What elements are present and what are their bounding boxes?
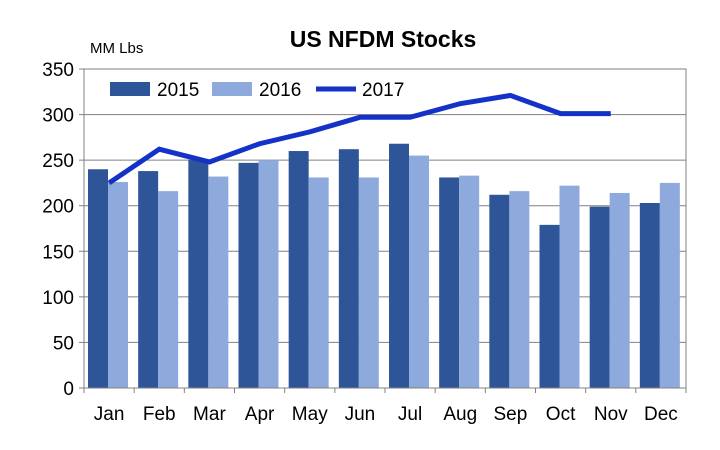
bar-2016-dec xyxy=(659,182,680,388)
y-tick-label: 300 xyxy=(42,106,74,127)
bar-2015-oct xyxy=(539,224,560,388)
y-tick-label: 200 xyxy=(42,197,74,218)
legend-swatch-2016 xyxy=(212,82,252,96)
x-tick-label: Nov xyxy=(594,404,628,425)
bar-2015-dec xyxy=(639,202,660,388)
bar-2015-jun xyxy=(338,149,359,388)
x-tick-label: Sep xyxy=(494,404,528,425)
x-tick-label: Dec xyxy=(644,404,678,425)
x-tick-label: Oct xyxy=(546,404,576,425)
y-tick-label: 350 xyxy=(42,60,74,81)
bar-2015-nov xyxy=(589,206,610,388)
bar-2016-jul xyxy=(409,155,429,388)
gridlines xyxy=(84,68,686,389)
y-tick-label: 50 xyxy=(53,333,74,354)
y-axis-unit-label: MM Lbs xyxy=(90,40,143,57)
bar-2016-aug xyxy=(459,175,480,388)
y-tick-label: 0 xyxy=(63,379,74,400)
bar-2016-apr xyxy=(258,160,279,388)
x-tick-label: Jan xyxy=(94,404,125,425)
x-tick-label: Jun xyxy=(345,404,376,425)
x-tick-label: Mar xyxy=(193,404,226,425)
chart-title: US NFDM Stocks xyxy=(290,26,477,52)
x-tick-label: May xyxy=(292,404,328,425)
y-tick-label: 250 xyxy=(42,151,74,172)
x-tick-label: Feb xyxy=(143,404,176,425)
bar-2015-mar xyxy=(188,160,209,388)
legend-swatch-2015 xyxy=(110,82,150,96)
bar-2015-may xyxy=(288,151,309,388)
bar-2015-jan xyxy=(88,169,108,388)
bar-2015-apr xyxy=(238,162,259,388)
bar-2015-feb xyxy=(138,171,159,388)
x-tick-label: Aug xyxy=(443,404,477,425)
bar-2016-oct xyxy=(559,185,580,388)
axes: 0 50 100 150 200 250 300 350 Jan Feb Mar Apr May Jun J… xyxy=(42,60,687,425)
bar-2016-may xyxy=(308,177,329,388)
bar-2016-nov xyxy=(609,192,630,388)
x-tick-label: Jul xyxy=(398,404,422,425)
bar-2016-sep xyxy=(509,191,530,388)
legend: 2015 2016 2017 xyxy=(110,80,404,101)
x-tick-label: Apr xyxy=(245,404,275,425)
legend-label-2017: 2017 xyxy=(362,80,404,101)
y-tick-label: 100 xyxy=(42,288,74,309)
bar-2016-mar xyxy=(208,176,229,388)
bar-2015-jul xyxy=(389,143,409,388)
bar-series-group xyxy=(88,143,680,388)
bar-2015-aug xyxy=(439,177,460,388)
bar-2016-jun xyxy=(358,177,379,388)
line-series-group xyxy=(107,92,611,186)
bar-2015-sep xyxy=(489,194,510,388)
legend-label-2015: 2015 xyxy=(157,80,199,101)
line-series-2017 xyxy=(107,92,611,186)
y-tick-label: 150 xyxy=(42,242,74,263)
bar-2016-feb xyxy=(158,191,179,388)
legend-label-2016: 2016 xyxy=(259,80,301,101)
bar-2016-jan xyxy=(108,182,128,388)
